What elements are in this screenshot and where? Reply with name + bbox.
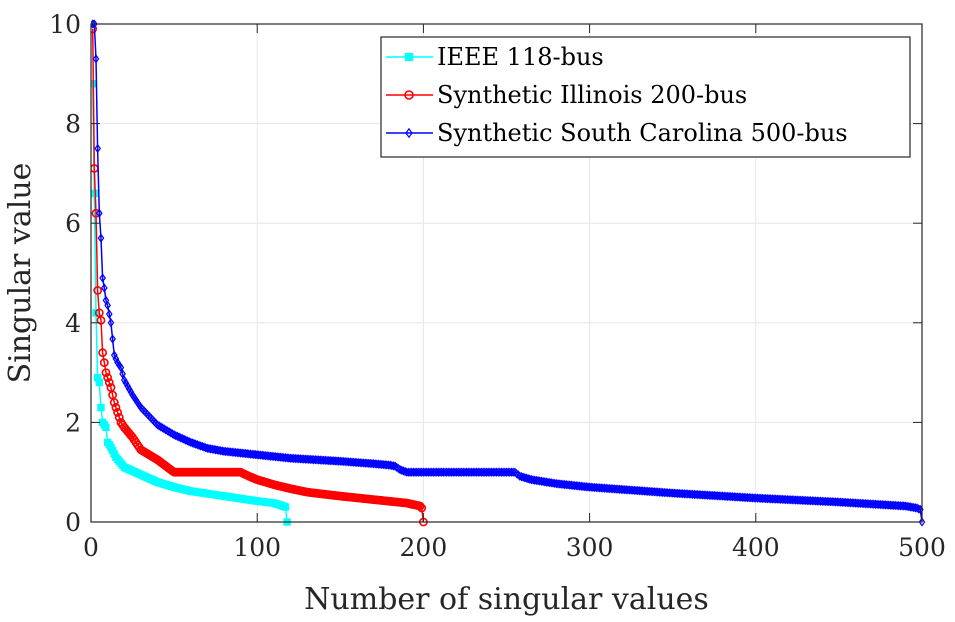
data-point (400, 466, 407, 476)
data-point (184, 436, 191, 446)
data-point (182, 435, 190, 445)
data-point (164, 426, 171, 436)
y-tick-label: 2 (65, 408, 81, 437)
data-point (101, 368, 111, 377)
legend-box (380, 36, 911, 158)
y-tick-label: 6 (65, 209, 81, 238)
data-point (107, 318, 115, 328)
data-point (91, 189, 99, 198)
data-point (170, 430, 178, 440)
data-point (390, 461, 397, 471)
data-point (97, 403, 105, 412)
data-point (913, 503, 921, 513)
y-axis-label: Singular value (3, 163, 38, 384)
axes-box (90, 23, 923, 523)
data-point (91, 19, 98, 29)
tick-marks (90, 23, 923, 523)
data-point (100, 283, 108, 293)
data-point (918, 517, 926, 527)
data-point (179, 433, 186, 444)
data-point (92, 54, 100, 64)
x-tick-label: 400 (732, 533, 780, 562)
data-point (174, 431, 181, 442)
data-point (96, 315, 106, 325)
data-point (398, 465, 406, 476)
data-point (95, 378, 104, 387)
x-tick-label: 100 (233, 533, 281, 562)
data-point (180, 434, 188, 445)
y-tick-label: 10 (49, 10, 81, 39)
data-point (415, 501, 425, 511)
data-point (93, 286, 103, 295)
data-point (167, 428, 175, 438)
data-point (113, 408, 122, 417)
legend-marker (404, 90, 414, 100)
data-point (185, 436, 193, 447)
legend-item: Synthetic South Carolina 500-bus (386, 119, 848, 147)
x-axis-label: Number of singular values (304, 582, 709, 617)
legend-marker (404, 52, 414, 62)
x-tick-label: 200 (400, 533, 448, 562)
series-2 (91, 24, 428, 527)
data-point (98, 348, 108, 358)
data-point (160, 424, 168, 434)
data-point (119, 369, 126, 379)
data-point (114, 413, 124, 422)
data-point (110, 350, 118, 360)
legend-label: Synthetic Illinois 200-bus (437, 81, 747, 109)
data-point (159, 423, 166, 433)
tick-labels: 0 100 200 300 400 500 0 2 4 6 8 10 (49, 10, 946, 562)
legend-item: IEEE 118-bus (386, 43, 604, 71)
data-point (109, 398, 119, 407)
series-3 (91, 19, 926, 527)
data-point (157, 422, 165, 432)
data-point (112, 354, 120, 364)
series-layer (91, 19, 926, 527)
data-point (109, 334, 116, 344)
data-point (281, 503, 290, 511)
data-point (104, 378, 114, 387)
data-point (395, 463, 402, 474)
data-point (915, 504, 923, 514)
legend-item: Synthetic Illinois 200-bus (386, 81, 747, 109)
data-point (417, 503, 427, 513)
data-point (154, 420, 161, 430)
y-tick-label: 0 (65, 508, 81, 537)
data-point (155, 421, 163, 431)
y-tick-label: 8 (65, 110, 81, 139)
series-1 (91, 80, 291, 526)
data-point (95, 208, 103, 218)
data-point (99, 273, 106, 283)
data-point (172, 430, 180, 441)
legend: IEEE 118-bus Synthetic Illinois 200-bus Sy… (380, 36, 911, 158)
data-point (169, 429, 176, 439)
data-point (91, 19, 96, 29)
data-point (97, 233, 105, 243)
legend-label: IEEE 118-bus (437, 43, 604, 71)
data-point (105, 309, 113, 319)
data-point (177, 433, 185, 443)
data-point (94, 143, 101, 154)
data-point (102, 423, 110, 432)
data-point (103, 373, 113, 382)
data-point (111, 403, 121, 412)
legend-marker (405, 127, 413, 139)
data-point (99, 358, 109, 368)
data-point (175, 432, 183, 442)
data-point (509, 467, 517, 477)
data-point (162, 425, 170, 435)
data-point (393, 462, 401, 473)
data-point (165, 427, 173, 437)
legend-label: Synthetic South Carolina 500-bus (437, 119, 848, 147)
x-tick-label: 500 (898, 533, 946, 562)
y-tick-label: 4 (65, 309, 81, 338)
data-point (391, 461, 399, 471)
x-tick-label: 0 (83, 533, 99, 562)
data-point (396, 465, 404, 475)
data-point (117, 362, 125, 373)
data-point (104, 300, 111, 311)
x-tick-label: 300 (566, 533, 614, 562)
